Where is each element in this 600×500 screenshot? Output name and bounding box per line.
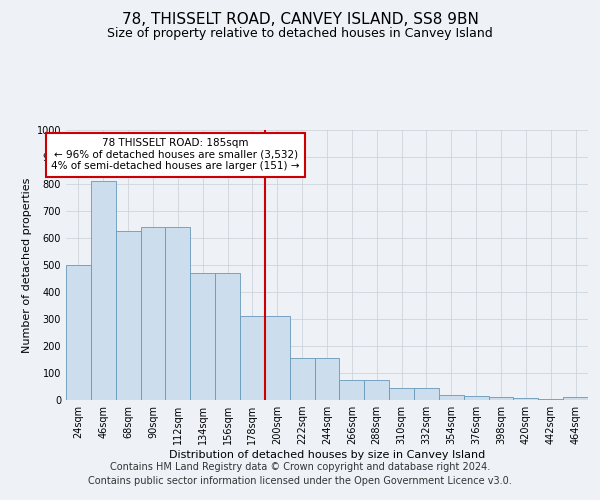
- X-axis label: Distribution of detached houses by size in Canvey Island: Distribution of detached houses by size …: [169, 450, 485, 460]
- Bar: [290, 358, 314, 400]
- Bar: [91, 182, 116, 400]
- Bar: [563, 398, 588, 400]
- Bar: [140, 227, 166, 400]
- Bar: [464, 396, 488, 400]
- Text: Contains public sector information licensed under the Open Government Licence v3: Contains public sector information licen…: [88, 476, 512, 486]
- Bar: [439, 394, 464, 400]
- Bar: [488, 398, 514, 400]
- Bar: [514, 398, 538, 400]
- Text: Contains HM Land Registry data © Crown copyright and database right 2024.: Contains HM Land Registry data © Crown c…: [110, 462, 490, 472]
- Bar: [66, 265, 91, 400]
- Bar: [538, 398, 563, 400]
- Bar: [389, 388, 414, 400]
- Bar: [215, 273, 240, 400]
- Bar: [190, 273, 215, 400]
- Bar: [265, 316, 290, 400]
- Bar: [314, 358, 340, 400]
- Y-axis label: Number of detached properties: Number of detached properties: [22, 178, 32, 352]
- Bar: [414, 388, 439, 400]
- Text: 78 THISSELT ROAD: 185sqm
← 96% of detached houses are smaller (3,532)
4% of semi: 78 THISSELT ROAD: 185sqm ← 96% of detach…: [52, 138, 300, 172]
- Bar: [166, 227, 190, 400]
- Bar: [340, 380, 364, 400]
- Text: Size of property relative to detached houses in Canvey Island: Size of property relative to detached ho…: [107, 28, 493, 40]
- Bar: [116, 231, 140, 400]
- Bar: [364, 380, 389, 400]
- Bar: [240, 316, 265, 400]
- Text: 78, THISSELT ROAD, CANVEY ISLAND, SS8 9BN: 78, THISSELT ROAD, CANVEY ISLAND, SS8 9B…: [122, 12, 478, 28]
